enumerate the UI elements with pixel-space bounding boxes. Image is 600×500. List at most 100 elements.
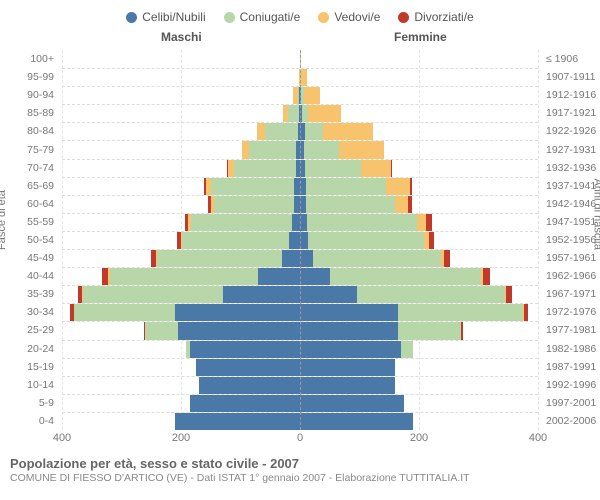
age-label: 80-84 xyxy=(0,122,58,140)
x-tick-label: 200 xyxy=(172,432,190,444)
gender-headers: Maschi Femmine xyxy=(0,30,600,46)
female-bar xyxy=(300,341,538,358)
birth-year-label: ≤ 1906 xyxy=(542,50,600,68)
female-bar xyxy=(300,413,538,430)
bar-segment xyxy=(308,105,341,122)
legend-item: Celibi/Nubili xyxy=(126,10,205,24)
female-bar xyxy=(300,69,538,86)
bar-segment xyxy=(461,322,463,339)
birth-year-label: 1917-1921 xyxy=(542,104,600,122)
legend-swatch xyxy=(318,12,329,23)
bar-segment xyxy=(190,395,300,412)
footer: Popolazione per età, sesso e stato civil… xyxy=(0,450,600,484)
legend-item: Vedovi/e xyxy=(318,10,380,24)
bar-segment xyxy=(361,160,391,177)
bar-segment xyxy=(292,214,300,231)
birth-year-label: 1922-1926 xyxy=(542,122,600,140)
birth-year-label: 1912-1916 xyxy=(542,86,600,104)
female-bar xyxy=(300,141,538,158)
bar-segment xyxy=(408,196,412,213)
bar-segment xyxy=(199,377,300,394)
bar-segment xyxy=(401,341,413,358)
bar-segment xyxy=(330,268,482,285)
birth-year-label: 1927-1931 xyxy=(542,140,600,158)
female-bar xyxy=(300,232,538,249)
birth-year-label: 1957-1961 xyxy=(542,249,600,267)
birth-year-label: 1987-1991 xyxy=(542,358,600,376)
birth-year-label: 1997-2001 xyxy=(542,394,600,412)
bar-segment xyxy=(223,286,300,303)
bar-segment xyxy=(308,232,424,249)
legend-label: Coniugati/e xyxy=(240,10,301,24)
male-bar xyxy=(62,232,300,249)
female-bar xyxy=(300,304,538,321)
header-female: Femmine xyxy=(394,30,447,44)
age-label: 50-54 xyxy=(0,231,58,249)
bar-segment xyxy=(282,250,300,267)
bar-segment xyxy=(196,359,300,376)
bar-segment xyxy=(300,250,313,267)
bar-segment xyxy=(417,214,426,231)
male-bar xyxy=(62,304,300,321)
bar-segment xyxy=(74,304,175,321)
bar-segment xyxy=(249,141,297,158)
bar-segment xyxy=(506,286,512,303)
age-label: 10-14 xyxy=(0,376,58,394)
age-label: 20-24 xyxy=(0,340,58,358)
bar-segment xyxy=(242,141,249,158)
bar-segment xyxy=(265,123,298,140)
bar-segment xyxy=(524,304,529,321)
female-bar xyxy=(300,250,538,267)
age-label: 65-69 xyxy=(0,177,58,195)
x-tick-label: 400 xyxy=(529,432,547,444)
female-bar xyxy=(300,377,538,394)
birth-year-label: 1947-1951 xyxy=(542,213,600,231)
bar-segment xyxy=(304,141,340,158)
bar-segment xyxy=(305,160,362,177)
y-right-labels: ≤ 19061907-19111912-19161917-19211922-19… xyxy=(542,50,600,430)
male-bar xyxy=(62,341,300,358)
birth-year-label: 1967-1971 xyxy=(542,285,600,303)
bar-segment xyxy=(301,69,307,86)
birth-year-label: 1907-1911 xyxy=(542,68,600,86)
male-bar xyxy=(62,250,300,267)
legend-item: Divorziati/e xyxy=(398,10,473,24)
age-label: 15-19 xyxy=(0,358,58,376)
bar-segment xyxy=(391,160,392,177)
birth-year-label: 1982-1986 xyxy=(542,340,600,358)
chart-title: Popolazione per età, sesso e stato civil… xyxy=(10,456,590,471)
bar-segment xyxy=(234,160,296,177)
x-tick-label: 400 xyxy=(53,432,71,444)
male-bar xyxy=(62,359,300,376)
bar-segment xyxy=(300,322,398,339)
age-label: 0-4 xyxy=(0,412,58,430)
bar-segment xyxy=(257,123,265,140)
male-bar xyxy=(62,50,300,68)
male-bar xyxy=(62,214,300,231)
age-label: 95-99 xyxy=(0,68,58,86)
plot-area: 100+95-9990-9485-8980-8475-7970-7465-696… xyxy=(62,50,538,430)
male-bar xyxy=(62,87,300,104)
birth-year-label: 1937-1941 xyxy=(542,177,600,195)
bar-segment xyxy=(288,105,299,122)
bar-segment xyxy=(182,232,289,249)
bar-segment xyxy=(306,196,395,213)
bar-segment xyxy=(313,250,441,267)
age-label: 5-9 xyxy=(0,394,58,412)
legend-label: Celibi/Nubili xyxy=(142,10,205,24)
male-bar xyxy=(62,413,300,430)
bar-segment xyxy=(386,178,410,195)
bar-segment xyxy=(300,304,398,321)
legend-label: Vedovi/e xyxy=(334,10,380,24)
age-label: 85-89 xyxy=(0,104,58,122)
male-bar xyxy=(62,286,300,303)
legend-swatch xyxy=(224,12,235,23)
bar-segment xyxy=(304,87,321,104)
bar-segment xyxy=(323,123,374,140)
bar-segment xyxy=(190,341,300,358)
legend-item: Coniugati/e xyxy=(224,10,301,24)
birth-year-label: 1952-1956 xyxy=(542,231,600,249)
age-label: 25-29 xyxy=(0,321,58,339)
bar-segment xyxy=(300,232,308,249)
bar-segment xyxy=(398,304,523,321)
